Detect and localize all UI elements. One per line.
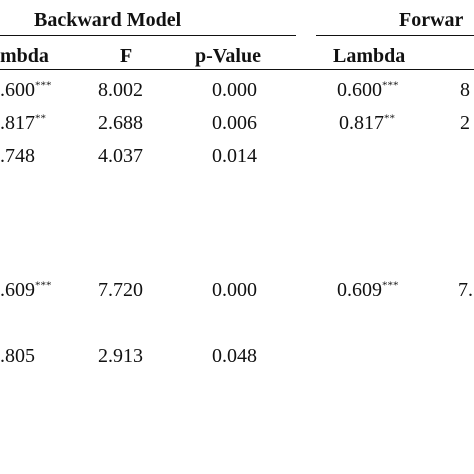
table-cell-f-backward: 7.720 <box>98 279 143 301</box>
significance-marker: *** <box>35 279 52 292</box>
col-header-f-backward: F <box>120 45 133 67</box>
forward-model-header: Forwar <box>399 9 464 31</box>
significance-marker: ** <box>35 112 46 125</box>
table-cell-f-backward: 4.037 <box>98 145 143 167</box>
col-header-lambda-forward: Lambda <box>333 45 406 67</box>
table-cell-lambda-backward: .805 <box>0 346 35 366</box>
table-cell-pvalue-backward: 0.000 <box>212 79 257 101</box>
table-cell-lambda-backward: .748 <box>0 146 35 166</box>
significance-marker: *** <box>382 79 399 92</box>
table-cell-f-forward: 8 <box>460 79 470 101</box>
cell-value: .600 <box>0 79 35 101</box>
cell-value: .609 <box>0 279 35 301</box>
significance-marker: *** <box>382 279 399 292</box>
table-cell-f-forward: 7. <box>458 279 473 301</box>
table-cell-pvalue-backward: 0.000 <box>212 279 257 301</box>
col-header-lambda-backward: mbda <box>0 45 49 67</box>
col-header-pvalue-backward: p-Value <box>195 45 261 67</box>
header-rule <box>0 69 474 70</box>
table-cell-lambda-backward: .609*** <box>0 280 52 300</box>
table-cell-lambda-forward: 0.600*** <box>337 80 399 100</box>
cell-value: .748 <box>0 145 35 167</box>
cell-value: 0.600 <box>337 79 382 101</box>
table-cell-pvalue-backward: 0.048 <box>212 345 257 367</box>
table-cell-lambda-backward: .817** <box>0 113 46 133</box>
significance-marker: *** <box>35 79 52 92</box>
table-cell-lambda-backward: .600*** <box>0 80 52 100</box>
cell-value: 0.609 <box>337 279 382 301</box>
cell-value: .805 <box>0 345 35 367</box>
table-cell-f-backward: 2.688 <box>98 112 143 134</box>
table-cell-pvalue-backward: 0.014 <box>212 145 257 167</box>
backward-group-rule <box>0 35 296 36</box>
table-cell-lambda-forward: 0.609*** <box>337 280 399 300</box>
table-cell-pvalue-backward: 0.006 <box>212 112 257 134</box>
table-cell-lambda-forward: 0.817** <box>339 113 395 133</box>
cell-value: .817 <box>0 112 35 134</box>
backward-model-header: Backward Model <box>34 9 182 31</box>
table-cell-f-backward: 2.913 <box>98 345 143 367</box>
cell-value: 0.817 <box>339 112 384 134</box>
significance-marker: ** <box>384 112 395 125</box>
table-cell-f-backward: 8.002 <box>98 79 143 101</box>
table-cell-f-forward: 2 <box>460 112 470 134</box>
forward-group-rule <box>316 35 474 36</box>
